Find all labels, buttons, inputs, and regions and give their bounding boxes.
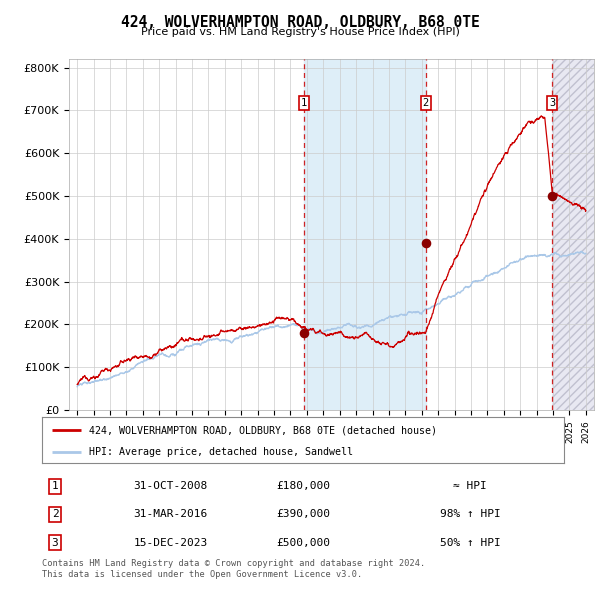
Text: 1: 1 xyxy=(301,98,307,108)
Text: 3: 3 xyxy=(549,98,556,108)
Text: 15-DEC-2023: 15-DEC-2023 xyxy=(133,537,208,548)
Bar xyxy=(553,59,594,410)
Text: 3: 3 xyxy=(52,537,58,548)
Text: 31-OCT-2008: 31-OCT-2008 xyxy=(133,481,208,491)
Text: 98% ↑ HPI: 98% ↑ HPI xyxy=(440,509,500,519)
Text: £390,000: £390,000 xyxy=(276,509,330,519)
Text: £500,000: £500,000 xyxy=(276,537,330,548)
Text: 424, WOLVERHAMPTON ROAD, OLDBURY, B68 0TE (detached house): 424, WOLVERHAMPTON ROAD, OLDBURY, B68 0T… xyxy=(89,425,437,435)
Text: 50% ↑ HPI: 50% ↑ HPI xyxy=(440,537,500,548)
Text: 1: 1 xyxy=(52,481,58,491)
Bar xyxy=(304,59,426,410)
Text: ≈ HPI: ≈ HPI xyxy=(453,481,487,491)
Text: HPI: Average price, detached house, Sandwell: HPI: Average price, detached house, Sand… xyxy=(89,447,353,457)
Text: 424, WOLVERHAMPTON ROAD, OLDBURY, B68 0TE: 424, WOLVERHAMPTON ROAD, OLDBURY, B68 0T… xyxy=(121,15,479,30)
Bar xyxy=(553,59,594,410)
Text: 2: 2 xyxy=(52,509,58,519)
Point xyxy=(548,191,557,201)
Text: 2: 2 xyxy=(423,98,429,108)
Text: Contains HM Land Registry data © Crown copyright and database right 2024.
This d: Contains HM Land Registry data © Crown c… xyxy=(42,559,425,579)
Point xyxy=(299,328,309,337)
Text: £180,000: £180,000 xyxy=(276,481,330,491)
Text: 31-MAR-2016: 31-MAR-2016 xyxy=(133,509,208,519)
Point xyxy=(421,238,431,248)
Text: Price paid vs. HM Land Registry's House Price Index (HPI): Price paid vs. HM Land Registry's House … xyxy=(140,27,460,37)
